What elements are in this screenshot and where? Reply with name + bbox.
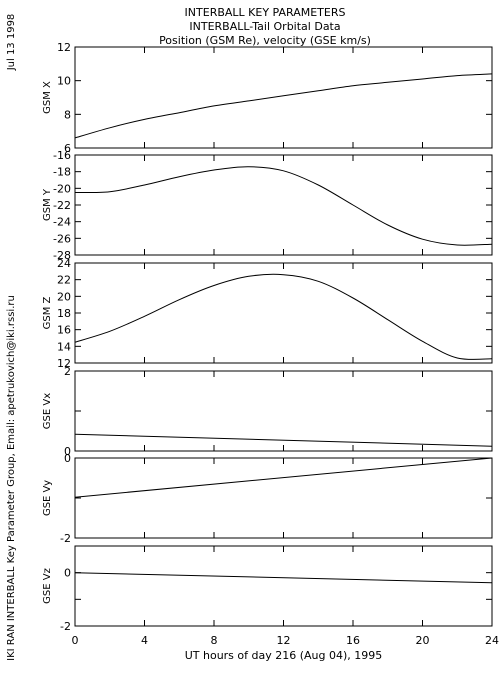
y-tick-label: 0 xyxy=(64,452,71,465)
x-tick-label: 12 xyxy=(277,634,291,647)
x-tick-label: 20 xyxy=(416,634,430,647)
panel-frame xyxy=(74,457,493,539)
y-tick-label: -28 xyxy=(53,249,71,262)
y-axis-label: GSE Vx xyxy=(42,393,53,429)
y-axis-label: GSM Y xyxy=(42,188,53,221)
panel-frame xyxy=(74,545,493,627)
y-tick-label: -18 xyxy=(53,166,71,179)
y-tick-label: 2 xyxy=(64,365,71,378)
y-tick-label: 16 xyxy=(57,324,71,337)
series-line xyxy=(74,166,493,246)
side-credit: IKI RAN INTERBALL Key Parameter Group, E… xyxy=(6,295,17,661)
series-line xyxy=(74,433,493,447)
x-tick-label: 16 xyxy=(346,634,360,647)
series-line xyxy=(74,457,493,498)
y-tick-label: 24 xyxy=(57,257,71,270)
header-title-line2: INTERBALL-Tail Orbital Data xyxy=(189,20,340,33)
y-tick-label: 10 xyxy=(57,75,71,88)
y-tick-label: -26 xyxy=(53,232,71,245)
y-tick-label: 0 xyxy=(64,567,71,580)
x-tick-label: 4 xyxy=(141,634,148,647)
x-tick-label: 8 xyxy=(211,634,218,647)
series-line xyxy=(74,572,493,584)
series-line xyxy=(74,73,493,139)
y-tick-label: 6 xyxy=(64,142,71,155)
header-title-line3: Position (GSM Re), velocity (GSE km/s) xyxy=(159,34,371,47)
y-tick-label: 0 xyxy=(64,445,71,458)
x-tick-label: 24 xyxy=(485,634,499,647)
x-tick-label: 0 xyxy=(72,634,79,647)
y-axis-label: GSM Z xyxy=(42,296,53,329)
y-axis-label: GSM X xyxy=(42,81,53,114)
panel-frame xyxy=(74,46,493,149)
x-axis-label: UT hours of day 216 (Aug 04), 1995 xyxy=(185,649,383,662)
y-axis-label: GSE Vz xyxy=(42,568,53,604)
panel-frame xyxy=(74,262,493,364)
panel-frame xyxy=(74,370,493,452)
y-tick-label: 14 xyxy=(57,340,71,353)
y-tick-label: 22 xyxy=(57,274,71,287)
y-tick-label: 12 xyxy=(57,357,71,370)
y-tick-label: -16 xyxy=(53,149,71,162)
y-tick-label: -2 xyxy=(60,532,71,545)
y-tick-label: -20 xyxy=(53,182,71,195)
header-title-line1: INTERBALL KEY PARAMETERS xyxy=(185,6,346,19)
y-tick-label: 12 xyxy=(57,41,71,54)
y-tick-label: 8 xyxy=(64,108,71,121)
y-tick-label: 18 xyxy=(57,307,71,320)
y-tick-label: -2 xyxy=(60,620,71,633)
panel-frame xyxy=(74,154,493,256)
y-axis-label: GSE Vy xyxy=(42,480,53,516)
y-tick-label: -22 xyxy=(53,199,71,212)
side-date: Jul 13 1998 xyxy=(6,14,17,72)
series-line xyxy=(74,273,493,361)
y-tick-label: -24 xyxy=(53,216,71,229)
y-tick-label: 20 xyxy=(57,290,71,303)
